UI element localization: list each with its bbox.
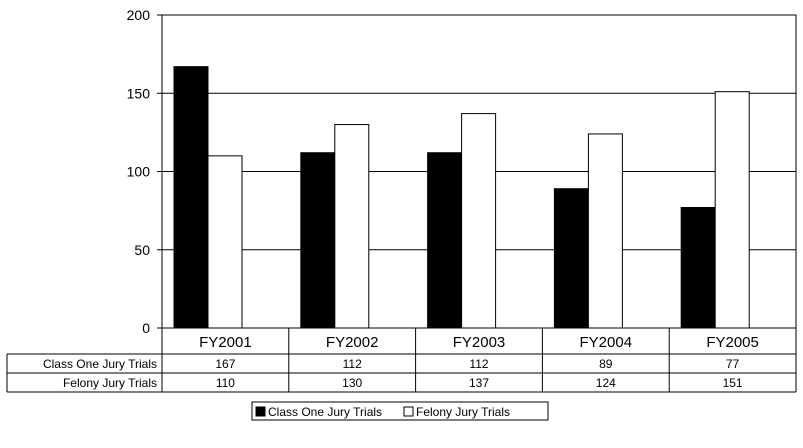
legend: Class One Jury Trials Felony Jury Trials (251, 401, 549, 421)
bar-felony-fy2003 (461, 113, 497, 329)
bar-felony-fy2004 (587, 133, 623, 329)
table-cell: 137 (469, 376, 489, 390)
table-cell: 77 (726, 357, 740, 371)
table-cell: 124 (596, 376, 616, 390)
bar-class-one-fy2001 (173, 66, 209, 329)
legend-label: Felony Jury Trials (416, 405, 510, 419)
bar-felony-fy2005 (714, 91, 750, 329)
bars (173, 66, 750, 329)
bar-felony-fy2001 (207, 155, 243, 329)
table-row-label: Felony Jury Trials (63, 376, 157, 390)
legend-label: Class One Jury Trials (268, 405, 382, 419)
table-cell: 151 (723, 376, 743, 390)
y-tick-label: 200 (127, 7, 151, 23)
legend-swatch (403, 406, 414, 417)
legend-swatch (255, 406, 266, 417)
bar-class-one-fy2005 (680, 206, 716, 329)
bar-felony-fy2002 (334, 124, 370, 329)
y-tick-label: 0 (142, 320, 150, 336)
x-category-label: FY2004 (580, 334, 633, 351)
data-table: FY2001 FY2002 FY2003 FY2004 FY2005 Class One … (6, 327, 797, 393)
y-axis: 0 50 100 150 200 (127, 7, 162, 336)
legend-box (251, 401, 549, 421)
table-cell: 110 (216, 376, 235, 390)
bar-class-one-fy2002 (300, 152, 336, 329)
y-tick-label: 150 (127, 85, 151, 101)
table-row-label: Class One Jury Trials (43, 357, 157, 371)
table-cell: 130 (342, 376, 362, 390)
table-cell: 167 (215, 357, 235, 371)
bar-class-one-fy2004 (553, 188, 589, 329)
table-cell: 112 (343, 357, 362, 371)
x-category-label: FY2002 (326, 334, 379, 351)
x-category-label: FY2005 (706, 334, 759, 351)
table-cell: 112 (469, 357, 488, 371)
x-category-label: FY2003 (453, 334, 506, 351)
table-cell: 89 (599, 357, 613, 371)
bar-class-one-fy2003 (427, 152, 463, 329)
y-tick-label: 50 (134, 242, 150, 258)
y-tick-label: 100 (127, 164, 151, 180)
x-category-label: FY2001 (199, 334, 252, 351)
